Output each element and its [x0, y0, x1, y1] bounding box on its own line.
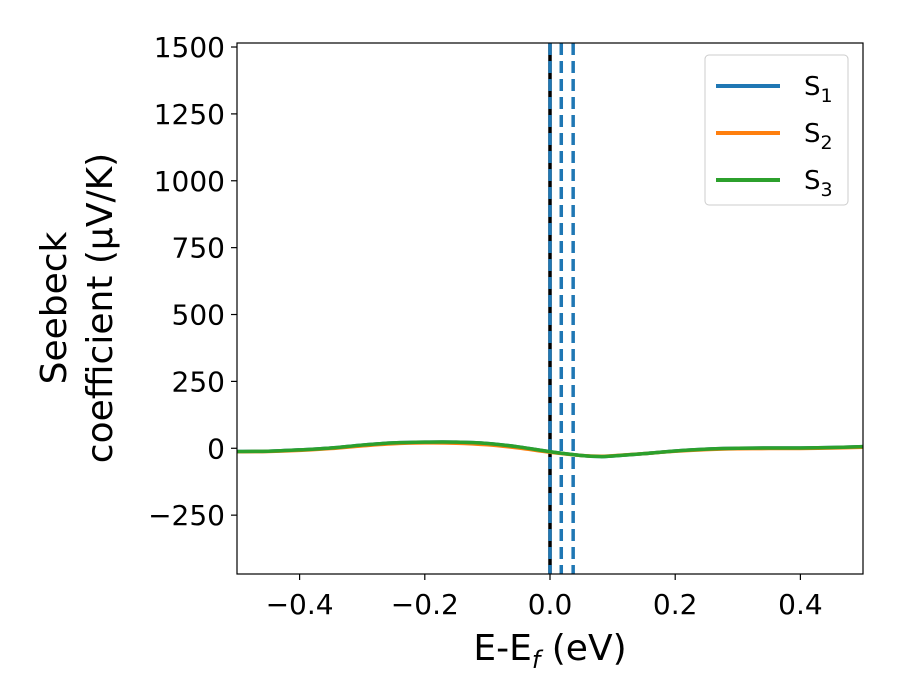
y-tick-label: 250 [172, 365, 225, 398]
x-axis: −0.4 −0.2 0.0 0.2 0.4 [266, 574, 823, 621]
y-tick-label: 500 [172, 299, 225, 332]
reference-lines [548, 43, 575, 574]
plot-content [237, 43, 863, 574]
y-axis-title-line2: coefficient (μV/K) [80, 153, 121, 463]
y-axis: −250 0 250 500 750 1000 1250 1500 [148, 31, 237, 532]
legend-label-s2: S2 [804, 119, 833, 154]
series-line-s3 [237, 440, 863, 459]
y-tick-label: −250 [148, 499, 225, 532]
x-tick-label: 0.0 [528, 588, 573, 621]
y-tick-label: 750 [172, 232, 225, 265]
legend-label-s1: S1 [804, 72, 833, 107]
legend-label-s3: S3 [804, 166, 833, 201]
y-tick-label: 1500 [154, 31, 225, 64]
legend-frame [704, 54, 849, 206]
y-tick-label: 0 [207, 432, 225, 465]
y-tick-label: 1000 [154, 165, 225, 198]
y-axis-title-line1: Seebeck [34, 231, 75, 384]
x-tick-label: 0.2 [653, 588, 698, 621]
x-tick-label: 0.4 [778, 588, 823, 621]
series-lines [237, 440, 863, 459]
y-axis-title: Seebeck coefficient (μV/K) [34, 153, 121, 463]
legend: S1 S2 S3 [704, 54, 849, 206]
legend-items: S1 S2 S3 [716, 72, 833, 201]
x-tick-label: −0.2 [391, 588, 459, 621]
x-axis-title: E-Ef (eV) [473, 628, 626, 674]
y-tick-label: 1250 [154, 98, 225, 131]
x-tick-label: −0.4 [266, 588, 334, 621]
